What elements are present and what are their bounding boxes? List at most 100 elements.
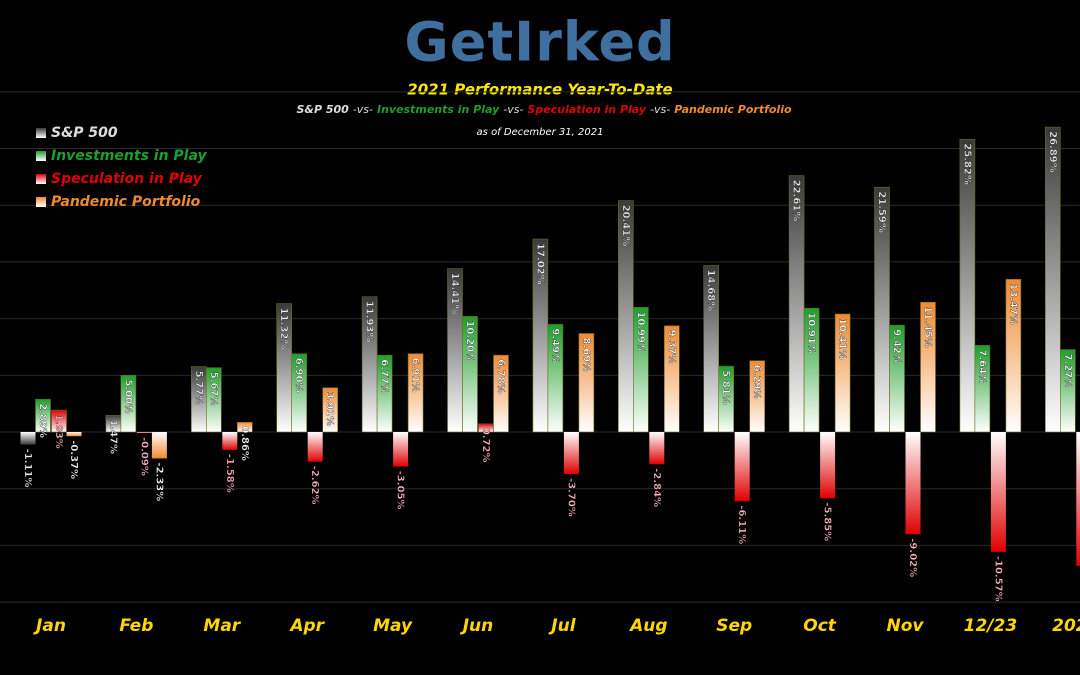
legend-label: Speculation in Play <box>51 171 203 187</box>
bar <box>307 432 323 462</box>
value-label: 10.41% <box>837 318 848 360</box>
bar <box>376 354 393 433</box>
value-label: 0.86% <box>239 426 250 461</box>
bar <box>563 432 579 474</box>
subtitle-separator: -vs- <box>650 103 670 116</box>
chart-title: 2021 Performance Year-To-Date <box>407 81 672 99</box>
value-label: 7.27% <box>1062 354 1073 389</box>
value-label: 0.72% <box>480 428 491 463</box>
value-label: 11.32% <box>278 308 289 350</box>
x-tick-label: Nov <box>887 616 925 636</box>
bar <box>974 345 991 433</box>
subtitle-series: Pandemic Portfolio <box>674 103 792 116</box>
x-tick-label: Aug <box>628 616 667 636</box>
value-label: 5.00% <box>122 379 133 414</box>
value-label: 6.77% <box>379 359 390 394</box>
bar <box>959 138 976 433</box>
legend-swatch <box>36 174 46 184</box>
value-label: 5.77% <box>193 371 204 406</box>
x-tick-label: 2021 <box>1052 616 1080 636</box>
value-label: -1.11% <box>22 449 33 488</box>
bar <box>788 175 805 433</box>
bar <box>20 432 36 445</box>
bar <box>222 432 238 450</box>
value-label: 1.93% <box>53 414 64 449</box>
bar <box>663 325 680 433</box>
bar <box>51 409 67 433</box>
legend-label: S&P 500 <box>51 125 118 141</box>
value-label: -6.11% <box>736 505 747 544</box>
bar <box>206 367 222 433</box>
legend-label: Investments in Play <box>51 148 207 164</box>
bar <box>136 432 152 434</box>
value-label: -9.02% <box>907 538 918 577</box>
value-label: 5.81% <box>720 370 731 405</box>
bar <box>649 432 665 465</box>
x-tick-label: Jul <box>548 616 576 636</box>
bar <box>990 432 1006 552</box>
bar <box>834 313 851 433</box>
legend-swatch <box>36 197 46 207</box>
value-label: -5.85% <box>822 502 833 541</box>
x-tick-label: 12/23 <box>964 616 1018 636</box>
bar <box>291 353 308 433</box>
value-label: 8.69% <box>580 337 591 372</box>
value-label: 26.89% <box>1047 131 1058 173</box>
value-label: 21.59% <box>876 191 887 233</box>
x-tick-label: Jun <box>460 616 494 636</box>
x-tick-label: Mar <box>203 616 241 636</box>
bar <box>920 301 936 433</box>
x-tick-label: Jan <box>33 616 66 636</box>
legend-label: Pandemic Portfolio <box>51 194 201 210</box>
value-label: 6.78% <box>495 359 506 394</box>
bar <box>35 398 51 433</box>
value-label: -3.70% <box>565 478 576 517</box>
subtitle-series: Speculation in Play <box>527 103 646 116</box>
value-label: 7.64% <box>976 349 987 384</box>
bar <box>1060 349 1076 433</box>
value-label: 20.41% <box>620 205 631 247</box>
value-label: 14.68% <box>705 270 716 312</box>
bar <box>237 421 253 433</box>
value-label: 25.82% <box>961 143 972 185</box>
x-tick-label: Apr <box>288 616 325 636</box>
value-label: 17.02% <box>534 243 545 285</box>
bar <box>632 307 649 433</box>
logo: GetIrked <box>404 11 675 74</box>
value-label: 11.93% <box>364 301 375 343</box>
bar <box>322 387 339 433</box>
value-label: -0.37% <box>68 440 79 479</box>
value-label: 3.91% <box>324 392 335 427</box>
bar <box>703 265 720 433</box>
bar <box>462 316 478 433</box>
bar <box>120 375 137 433</box>
bar <box>66 432 82 437</box>
value-label: 9.42% <box>891 329 902 364</box>
legend-swatch <box>36 128 46 138</box>
subtitle-separator: -vs- <box>503 103 523 116</box>
x-tick-label: May <box>373 616 413 636</box>
bar <box>407 353 424 433</box>
x-tick-label: Oct <box>803 616 837 636</box>
value-label: 6.29% <box>751 365 762 400</box>
value-label: 1.47% <box>107 419 118 454</box>
value-label: 5.67% <box>208 372 219 407</box>
value-label: 9.37% <box>666 330 677 365</box>
bar <box>820 432 836 499</box>
x-tick-label: Feb <box>119 616 153 636</box>
value-label: 11.45% <box>922 306 933 348</box>
bar <box>547 324 564 433</box>
value-label: -2.62% <box>309 466 320 505</box>
bar <box>734 432 750 502</box>
bar <box>1076 432 1080 566</box>
value-label: -2.84% <box>651 468 662 507</box>
subtitle-separator: -vs- <box>353 103 373 116</box>
bar <box>749 360 766 433</box>
legend-swatch <box>36 151 46 161</box>
value-label: 13.47% <box>1007 283 1018 325</box>
chart-subtitle: S&P 500 -vs- Investments in Play -vs- Specul… <box>296 103 792 116</box>
value-label: 10.99% <box>635 311 646 353</box>
bar <box>889 324 905 433</box>
